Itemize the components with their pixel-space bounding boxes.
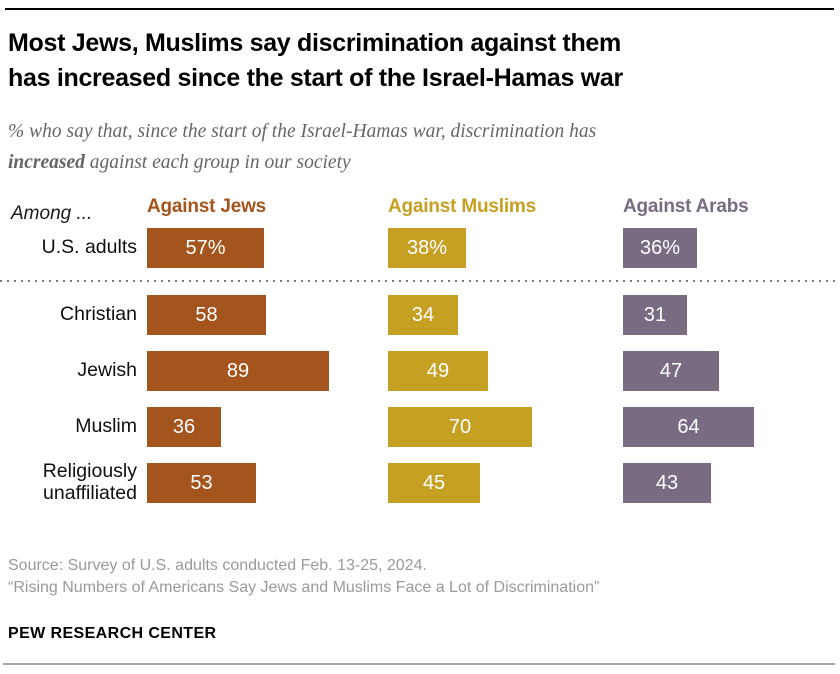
- bar-jewish-against-jews: 89: [147, 351, 329, 391]
- subtitle-line-2-rest: against each group in our society: [84, 152, 351, 174]
- subtitle-line-1: % who say that, since the start of the I…: [8, 121, 597, 142]
- row-label: Muslim: [75, 415, 137, 438]
- bar-christian-against-jews: 58: [147, 295, 266, 335]
- bar-value: 49: [426, 359, 450, 382]
- top-rule: [5, 8, 834, 10]
- chart-row-religiously-unaffiliated: Religiously unaffiliated 53 45 43: [0, 460, 840, 504]
- bar-us-adults-against-jews: 57%: [147, 228, 264, 268]
- chart-row-jewish: Jewish 89 49 47: [0, 351, 840, 391]
- dotted-separator: [0, 280, 840, 282]
- bar-unaffiliated-against-arabs: 43: [623, 463, 711, 503]
- bar-jewish-against-muslims: 49: [388, 351, 488, 391]
- chart-row-muslim: Muslim 36 70 64: [0, 407, 840, 447]
- bar-unaffiliated-against-jews: 53: [147, 463, 256, 503]
- bar-value: 70: [448, 415, 472, 438]
- column-header-against-arabs: Against Arabs: [623, 196, 749, 217]
- bar-value: 36%: [639, 236, 681, 259]
- bar-us-adults-against-arabs: 36%: [623, 228, 697, 268]
- bar-unaffiliated-against-muslims: 45: [388, 463, 480, 503]
- row-label: Religiously unaffiliated: [42, 460, 137, 504]
- chart-row-christian: Christian 58 34 31: [0, 295, 840, 335]
- bar-value: 47: [659, 359, 683, 382]
- bar-value: 38%: [406, 236, 448, 259]
- bar-jewish-against-arabs: 47: [623, 351, 719, 391]
- column-header-against-muslims: Against Muslims: [388, 196, 536, 217]
- bar-value: 45: [422, 471, 446, 494]
- title-line-1: Most Jews, Muslims say discrimination ag…: [8, 29, 621, 57]
- title-line-2: has increased since the start of the Isr…: [8, 63, 623, 92]
- bottom-rule: [3, 663, 835, 665]
- chart-row-us-adults: U.S. adults 57% 38% 36%: [0, 228, 840, 268]
- bar-value: 36: [172, 415, 196, 438]
- bar-value: 57%: [185, 236, 226, 259]
- source-note: Source: Survey of U.S. adults conducted …: [8, 555, 599, 600]
- bar-value: 43: [655, 471, 679, 494]
- column-header-against-jews: Against Jews: [147, 196, 267, 217]
- among-label: Among ...: [11, 203, 93, 224]
- bar-us-adults-against-muslims: 38%: [388, 228, 466, 268]
- chart-subtitle: % who say that, since the start of the I…: [8, 116, 818, 178]
- chart-header-row: Among ... Against Jews Against Muslims A…: [0, 196, 840, 228]
- bar-christian-against-arabs: 31: [623, 295, 687, 335]
- bar-muslim-against-muslims: 70: [388, 407, 532, 447]
- bar-value: 89: [226, 359, 250, 382]
- bar-muslim-against-jews: 36: [147, 407, 221, 447]
- pew-research-center-logo-text: PEW RESEARCH CENTER: [8, 625, 217, 642]
- bar-value: 64: [677, 415, 700, 438]
- bar-value: 31: [643, 303, 667, 326]
- page-title: Most Jews, Muslims say discrimination ag…: [8, 26, 832, 95]
- bar-value: 58: [195, 303, 218, 326]
- row-label: U.S. adults: [41, 236, 137, 259]
- chart-rows: U.S. adults 57% 38% 36% Christian 58 34 …: [0, 228, 840, 504]
- row-label: Jewish: [77, 359, 137, 382]
- bar-muslim-against-arabs: 64: [623, 407, 754, 447]
- bar-value: 34: [411, 303, 435, 326]
- subtitle-bold-word: increased: [8, 152, 85, 174]
- source-line-1: Source: Survey of U.S. adults conducted …: [8, 557, 427, 574]
- bar-value: 53: [190, 471, 213, 494]
- source-line-2: “Rising Numbers of Americans Say Jews an…: [8, 579, 600, 597]
- row-label: Christian: [60, 303, 137, 326]
- bar-chart: Among ... Against Jews Against Muslims A…: [0, 196, 840, 504]
- bar-christian-against-muslims: 34: [388, 295, 458, 335]
